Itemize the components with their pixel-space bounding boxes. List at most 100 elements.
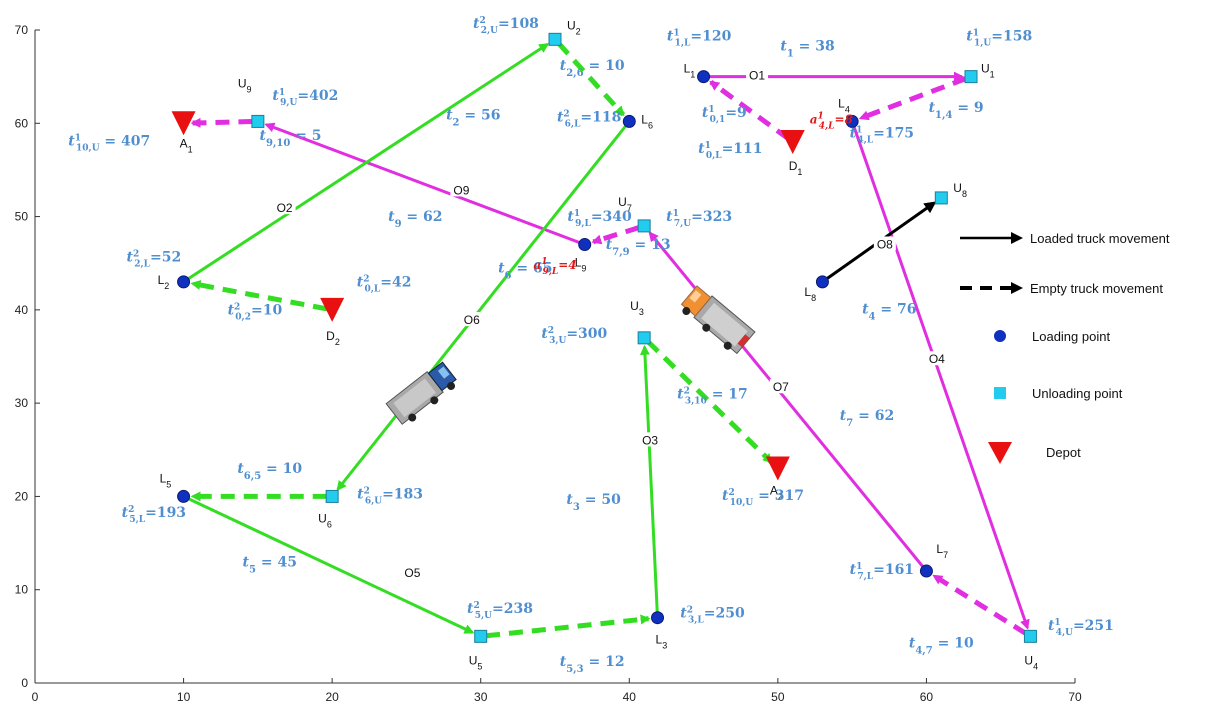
- node-u2: U2: [548, 18, 581, 46]
- loading-point-icon: [994, 330, 1006, 342]
- time-label: t2 6,L=118: [557, 109, 621, 129]
- node-label: L8: [804, 285, 816, 303]
- edge-u4-l7: [932, 573, 1028, 636]
- x-tick-group: 0 10 20 30 40 50 60 70: [32, 678, 1082, 704]
- y-tick-label: 40: [15, 303, 29, 317]
- node-label: L6: [641, 112, 653, 130]
- loading-point-marker: [177, 275, 191, 289]
- time-label: t2 3,10 = 17: [677, 386, 748, 406]
- arrival-label: a1 4,L=8: [810, 111, 854, 131]
- time-label: t6,5 = 10: [237, 461, 302, 482]
- edge-l6-u6: [336, 124, 628, 491]
- x-tick-label: 50: [771, 690, 785, 704]
- loading-point-marker: [697, 70, 711, 84]
- node-label: L5: [160, 471, 172, 489]
- loading-point-marker: [919, 564, 933, 578]
- time-label: t2 5,U=238: [467, 601, 533, 621]
- node-u7: U7: [618, 195, 651, 233]
- time-label: t1 1,L=120: [667, 28, 732, 48]
- operation-label-o6: O6: [464, 313, 480, 327]
- node-label: U8: [953, 181, 967, 199]
- unloading-point-marker: [964, 70, 978, 84]
- edge-l4-u4: [852, 126, 1030, 630]
- node-label: A1: [180, 136, 193, 154]
- node-l2: L2: [158, 273, 191, 291]
- y-tick-label: 30: [15, 396, 29, 410]
- node-u9: U9: [238, 76, 265, 128]
- node-label: D1: [789, 159, 803, 177]
- node-label: L4: [838, 96, 850, 114]
- edge-l3-u3: [639, 344, 659, 613]
- time-label: t2 5,L=193: [122, 505, 186, 525]
- arrival-label-group: a1 4,L=8 a1 9,L=4: [533, 111, 853, 277]
- time-label: t1,4 = 9: [929, 100, 984, 121]
- depot-marker: [171, 111, 196, 136]
- node-l4: L4: [838, 96, 859, 128]
- time-label: t1 4,L=175: [850, 125, 914, 145]
- axes: [34, 30, 1075, 684]
- node-u4: U4: [1023, 629, 1038, 671]
- operation-label-o3: O3: [642, 433, 658, 447]
- node-label: L7: [936, 542, 948, 560]
- loading-point-marker: [651, 611, 665, 625]
- operation-label-o5: O5: [404, 566, 420, 580]
- node-l3: L3: [651, 611, 668, 651]
- time-label: t1 10,U = 407: [68, 134, 150, 154]
- operation-label-o8: O8: [877, 237, 893, 251]
- orange-truck-icon: [680, 285, 756, 355]
- edge-u5-l3: [485, 614, 651, 639]
- node-label: U6: [318, 511, 332, 529]
- y-tick-label: 10: [15, 583, 29, 597]
- unloading-point-marker: [251, 114, 265, 128]
- time-label: t2 2,L=52: [127, 249, 182, 269]
- node-label: L3: [656, 633, 668, 651]
- loading-point-marker: [578, 238, 592, 252]
- time-label: t4,7 = 10: [909, 636, 974, 657]
- op-label-bg: [460, 312, 483, 327]
- loading-point-marker: [622, 114, 636, 128]
- unloading-point-marker: [548, 32, 562, 46]
- node-d1: D1: [780, 129, 805, 177]
- x-tick-label: 0: [32, 690, 39, 704]
- time-label: t6 = 65: [498, 261, 552, 282]
- node-l7: L7: [919, 542, 948, 578]
- op-label-bg: [925, 351, 948, 366]
- legend-label: Unloading point: [1032, 386, 1123, 401]
- unloading-point-marker: [474, 629, 488, 643]
- node-label: U2: [567, 18, 581, 36]
- time-label: t2 3,L=250: [680, 606, 745, 626]
- edge-u9-a1: [190, 117, 253, 128]
- operation-label-o4: O4: [929, 352, 945, 366]
- node-l5: L5: [160, 471, 191, 503]
- x-tick-label: 10: [177, 690, 191, 704]
- node-u8: U8: [934, 181, 967, 205]
- x-tick-label: 70: [1068, 690, 1082, 704]
- op-label-bg: [273, 200, 296, 215]
- y-tick-label: 50: [15, 210, 29, 224]
- node-label: L9: [575, 256, 587, 274]
- y-tick-group: 0 10 20 30 40 50 60 70: [15, 23, 40, 690]
- op-label-bg: [401, 564, 424, 579]
- depot-marker: [765, 456, 790, 481]
- node-l8: L8: [804, 275, 829, 303]
- time-label: t1 7,L=161: [850, 562, 914, 582]
- loading-point-marker: [845, 114, 859, 128]
- x-tick-label: 30: [474, 690, 488, 704]
- operation-label-o1: O1: [749, 69, 765, 83]
- node-label: L1: [684, 62, 696, 80]
- operation-label-o9: O9: [453, 183, 469, 197]
- node-l6: L6: [622, 112, 653, 130]
- time-label: t2,6 = 10: [560, 58, 625, 79]
- operation-label-group: O1 O2 O3 O4 O5 O6 O7 O8 O9: [273, 67, 948, 580]
- op-label-bg: [746, 67, 769, 82]
- x-tick-label: 60: [920, 690, 934, 704]
- legend-label: Depot: [1046, 445, 1081, 460]
- node-label: U5: [469, 653, 483, 671]
- time-label: t2 0,L=42: [357, 275, 412, 295]
- node-label: L2: [158, 273, 170, 291]
- legend: Loaded truck movement Empty truck movemen…: [960, 231, 1170, 464]
- node-d2: D2: [320, 297, 345, 347]
- x-tick-label: 20: [325, 690, 339, 704]
- edge-l9-u9: [264, 122, 581, 245]
- legend-item-loaded: Loaded truck movement: [960, 231, 1170, 246]
